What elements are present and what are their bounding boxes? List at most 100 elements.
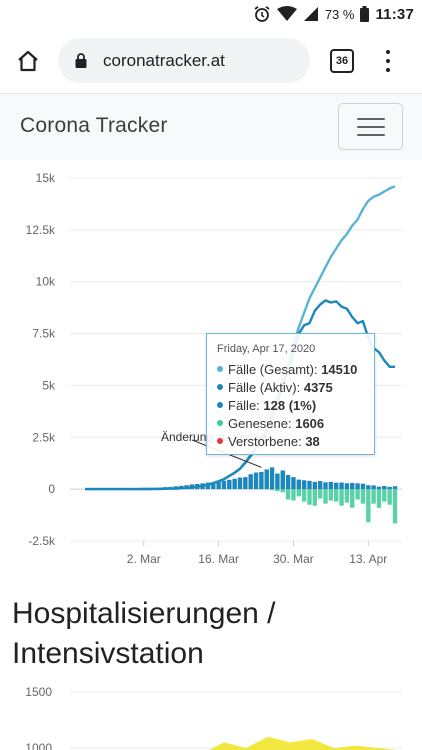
daily-cases-bar bbox=[350, 482, 355, 490]
hamburger-icon bbox=[356, 117, 385, 120]
legend-dot-icon bbox=[217, 384, 223, 390]
daily-cases-bar bbox=[376, 486, 382, 490]
recovered-bar bbox=[376, 489, 382, 508]
y-tick-label: 1500 bbox=[25, 685, 52, 699]
daily-cases-bar bbox=[371, 485, 376, 490]
tooltip-label: Fälle (Aktiv): bbox=[228, 379, 304, 395]
status-icons: 73 % 11:37 bbox=[253, 4, 414, 24]
tooltip-value: 14510 bbox=[321, 361, 358, 377]
tooltip-label: Genesene: bbox=[228, 415, 296, 431]
tooltip-label: Fälle: bbox=[228, 397, 264, 413]
recovered-bar bbox=[280, 489, 285, 493]
daily-cases-bar bbox=[221, 480, 227, 490]
daily-cases-bar bbox=[296, 479, 301, 490]
hospital-chart[interactable]: 1500 1000 bbox=[0, 680, 422, 750]
daily-cases-bar bbox=[264, 469, 269, 490]
recovered-bar bbox=[344, 489, 350, 503]
y-tick-label: 7.5k bbox=[32, 327, 56, 341]
hospital-section-title: Hospitalisierungen / Intensivstation bbox=[12, 597, 276, 670]
url-text: coronatracker.at bbox=[103, 50, 225, 70]
recovered-bar bbox=[301, 489, 307, 502]
recovered-bar bbox=[269, 489, 275, 491]
y-tick-label: 0 bbox=[48, 482, 55, 496]
daily-cases-bar bbox=[360, 483, 366, 490]
tooltip-value: 1606 bbox=[295, 415, 325, 431]
recovered-bar bbox=[328, 489, 334, 501]
daily-cases-bar bbox=[382, 486, 387, 490]
recovered-bar bbox=[392, 489, 398, 524]
chart-tooltip: Friday, Apr 17, 2020 Fälle (Gesamt): 145… bbox=[206, 333, 375, 455]
lock-icon bbox=[75, 53, 89, 69]
tab-switcher-button[interactable]: 36 bbox=[330, 49, 354, 73]
x-tick-label: 16. Mar bbox=[198, 552, 239, 566]
daily-cases-bar bbox=[285, 475, 291, 490]
legend-dot-icon bbox=[217, 402, 223, 408]
browser-toolbar: coronatracker.at 36 bbox=[0, 28, 422, 94]
x-tick-label: 2. Mar bbox=[127, 552, 161, 566]
home-button[interactable] bbox=[14, 47, 42, 75]
hospital-area bbox=[209, 736, 398, 750]
daily-cases-bar bbox=[387, 486, 392, 490]
more-vert-icon[interactable] bbox=[380, 48, 396, 74]
daily-cases-bar bbox=[248, 474, 253, 490]
y-tick-label: -2.5k bbox=[28, 534, 56, 548]
tooltip-row: Fälle (Gesamt): 14510 bbox=[217, 360, 374, 378]
tooltip-value: 128 (1%) bbox=[263, 397, 317, 413]
recovered-bar bbox=[312, 489, 318, 506]
recovered-bar bbox=[291, 489, 296, 501]
daily-cases-bar bbox=[334, 482, 339, 490]
daily-cases-bar bbox=[355, 483, 360, 490]
navbar-toggler[interactable] bbox=[338, 103, 403, 150]
hospital-chart-svg: 1500 1000 bbox=[25, 685, 402, 750]
daily-cases-bar bbox=[317, 481, 323, 490]
recovered-bar bbox=[334, 489, 339, 502]
recovered-bar bbox=[285, 489, 291, 500]
daily-cases-bar bbox=[366, 485, 371, 490]
daily-cases-bar bbox=[259, 471, 264, 490]
daily-cases-bar bbox=[232, 478, 237, 490]
y-tick-label: 12.5k bbox=[26, 223, 56, 237]
daily-cases-bar bbox=[291, 477, 296, 490]
site-navbar: Corona Tracker bbox=[0, 94, 422, 160]
tooltip-value: 38 bbox=[305, 433, 320, 449]
recovered-bar bbox=[382, 489, 387, 502]
recovered-bar bbox=[317, 489, 323, 499]
daily-cases-bar bbox=[275, 473, 280, 490]
x-tick-label: 13. Apr bbox=[349, 552, 387, 566]
status-bar: 73 % 11:37 bbox=[0, 0, 422, 28]
battery-icon bbox=[360, 6, 370, 22]
recovered-bar bbox=[339, 489, 344, 506]
tooltip-row: Verstorbene: 38 bbox=[217, 432, 374, 450]
tooltip-value: 4375 bbox=[303, 379, 333, 395]
y-tick-label: 10k bbox=[36, 275, 56, 289]
daily-cases-bar bbox=[216, 481, 221, 490]
legend-dot-icon bbox=[217, 420, 223, 426]
daily-cases-bar bbox=[328, 481, 334, 490]
home-icon bbox=[18, 50, 38, 72]
wifi-icon bbox=[276, 6, 297, 22]
signal-icon bbox=[303, 6, 319, 22]
y-tick-label: 5k bbox=[42, 378, 56, 392]
site-brand[interactable]: Corona Tracker bbox=[20, 114, 168, 137]
tooltip-row: Fälle (Aktiv): 4375 bbox=[217, 378, 374, 396]
daily-cases-bar bbox=[339, 482, 344, 490]
recovered-bar bbox=[307, 489, 312, 505]
recovered-bar bbox=[296, 489, 301, 497]
address-bar[interactable]: coronatracker.at bbox=[58, 38, 310, 83]
legend-dot-icon bbox=[217, 366, 223, 372]
daily-cases-bar bbox=[269, 467, 275, 490]
series-line-active bbox=[85, 299, 395, 491]
y-tick-label: 15k bbox=[36, 171, 56, 185]
tooltip-date: Friday, Apr 17, 2020 bbox=[217, 343, 316, 355]
battery-percent: 73 % bbox=[324, 6, 355, 22]
tooltip-row: Fälle: 128 (1%) bbox=[217, 396, 374, 414]
y-tick-label: 1000 bbox=[25, 741, 52, 750]
daily-cases-bar bbox=[211, 482, 216, 490]
daily-cases-bar bbox=[301, 480, 307, 490]
x-tick-label: 30. Mar bbox=[273, 552, 314, 566]
tooltip-label: Verstorbene: bbox=[228, 433, 306, 449]
tooltip-label: Fälle (Gesamt): bbox=[228, 361, 322, 377]
daily-cases-bar bbox=[392, 486, 398, 490]
legend-dot-icon bbox=[217, 438, 223, 444]
recovered-bar bbox=[387, 489, 392, 505]
